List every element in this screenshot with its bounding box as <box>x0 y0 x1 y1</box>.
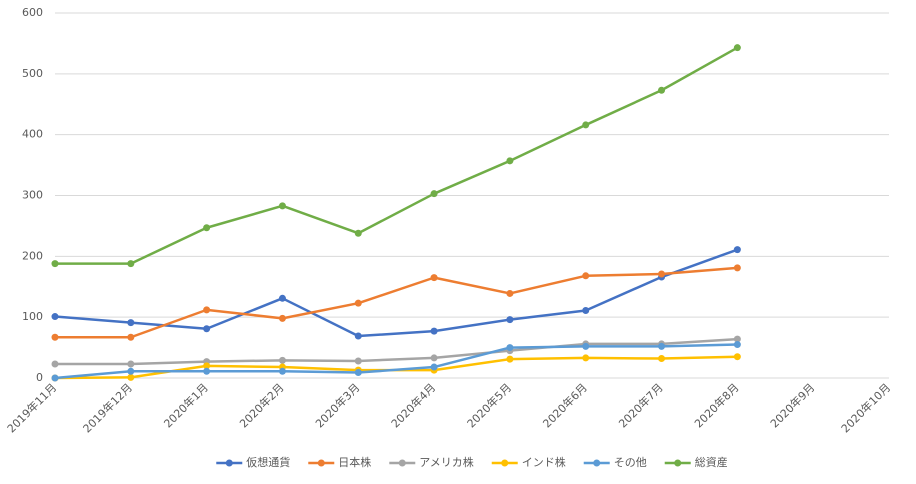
point <box>354 369 362 377</box>
point <box>733 353 741 361</box>
point <box>430 354 438 362</box>
point <box>278 202 286 210</box>
x-tick-label: 2020年4月 <box>388 380 438 430</box>
point <box>582 354 590 362</box>
series-line <box>54 343 738 380</box>
point <box>278 356 286 364</box>
y-tick-label: 500 <box>22 67 43 80</box>
legend-label: その他 <box>614 456 647 469</box>
legend: 仮想通貨 日本株 アメリカ株 インド株 その他 総資産 <box>216 455 728 469</box>
point <box>733 44 741 52</box>
point <box>51 313 59 321</box>
point <box>203 325 211 333</box>
point <box>354 229 362 237</box>
point <box>354 357 362 365</box>
series-line <box>54 248 738 338</box>
point <box>51 260 59 268</box>
series-line <box>55 46 738 265</box>
point <box>51 360 59 368</box>
point <box>203 224 211 232</box>
point <box>51 374 59 382</box>
y-tick-label: 600 <box>22 6 43 19</box>
x-tick-label: 2019年12月 <box>80 380 135 435</box>
x-tick-label: 2020年1月 <box>161 380 211 430</box>
series-line <box>55 266 738 339</box>
y-tick-label: 200 <box>22 249 43 262</box>
point <box>506 355 514 363</box>
legend-label: アメリカ株 <box>419 455 473 469</box>
y-tick-label: 300 <box>22 189 43 202</box>
x-tick-label: 2020年8月 <box>691 380 741 430</box>
x-tick-label: 2020年7月 <box>616 380 666 430</box>
point <box>733 246 741 254</box>
point <box>430 327 438 335</box>
point <box>658 355 666 363</box>
y-tick-label: 400 <box>22 128 43 141</box>
x-tick-label: 2020年5月 <box>464 380 514 430</box>
point <box>582 306 590 314</box>
legend-marker <box>398 459 406 467</box>
legend-marker <box>225 459 233 467</box>
point <box>733 264 741 272</box>
point <box>127 319 135 327</box>
legend-label: 仮想通貨 <box>246 455 290 469</box>
point <box>127 373 135 381</box>
x-tick-label: 2020年10月 <box>838 380 893 435</box>
x-tick-label: 2019年11月 <box>4 380 59 435</box>
legend-marker <box>593 459 601 467</box>
point <box>203 306 211 314</box>
legend-label: 総資産 <box>695 455 728 469</box>
legend-marker <box>501 459 509 467</box>
point <box>51 333 59 341</box>
point <box>506 344 514 352</box>
point <box>203 367 211 375</box>
point <box>127 367 135 375</box>
point <box>430 363 438 371</box>
point <box>582 272 590 280</box>
point <box>582 342 590 350</box>
point <box>733 341 741 349</box>
legend-marker <box>674 459 682 467</box>
point <box>354 332 362 340</box>
legend-marker <box>317 459 325 467</box>
point <box>658 342 666 350</box>
point <box>658 86 666 94</box>
point <box>430 274 438 282</box>
x-tick-label: 2020年9月 <box>767 380 817 430</box>
point <box>506 157 514 165</box>
point <box>278 367 286 375</box>
y-tick-label: 0 <box>36 371 43 384</box>
point <box>127 333 135 341</box>
point <box>430 190 438 198</box>
legend-label: インド株 <box>522 455 566 469</box>
point <box>354 299 362 307</box>
series-line <box>55 337 738 366</box>
point <box>506 316 514 324</box>
point <box>658 270 666 278</box>
legend-label: 日本株 <box>338 455 371 469</box>
point <box>278 294 286 302</box>
x-tick-label: 2020年2月 <box>236 380 286 430</box>
point <box>278 314 286 322</box>
x-tick-label: 2020年3月 <box>312 380 362 430</box>
point <box>203 362 211 370</box>
point <box>127 260 135 268</box>
y-tick-label: 100 <box>22 310 43 323</box>
point <box>506 289 514 297</box>
x-tick-label: 2020年6月 <box>540 380 590 430</box>
point <box>582 121 590 129</box>
point <box>127 360 135 368</box>
point <box>733 335 741 343</box>
